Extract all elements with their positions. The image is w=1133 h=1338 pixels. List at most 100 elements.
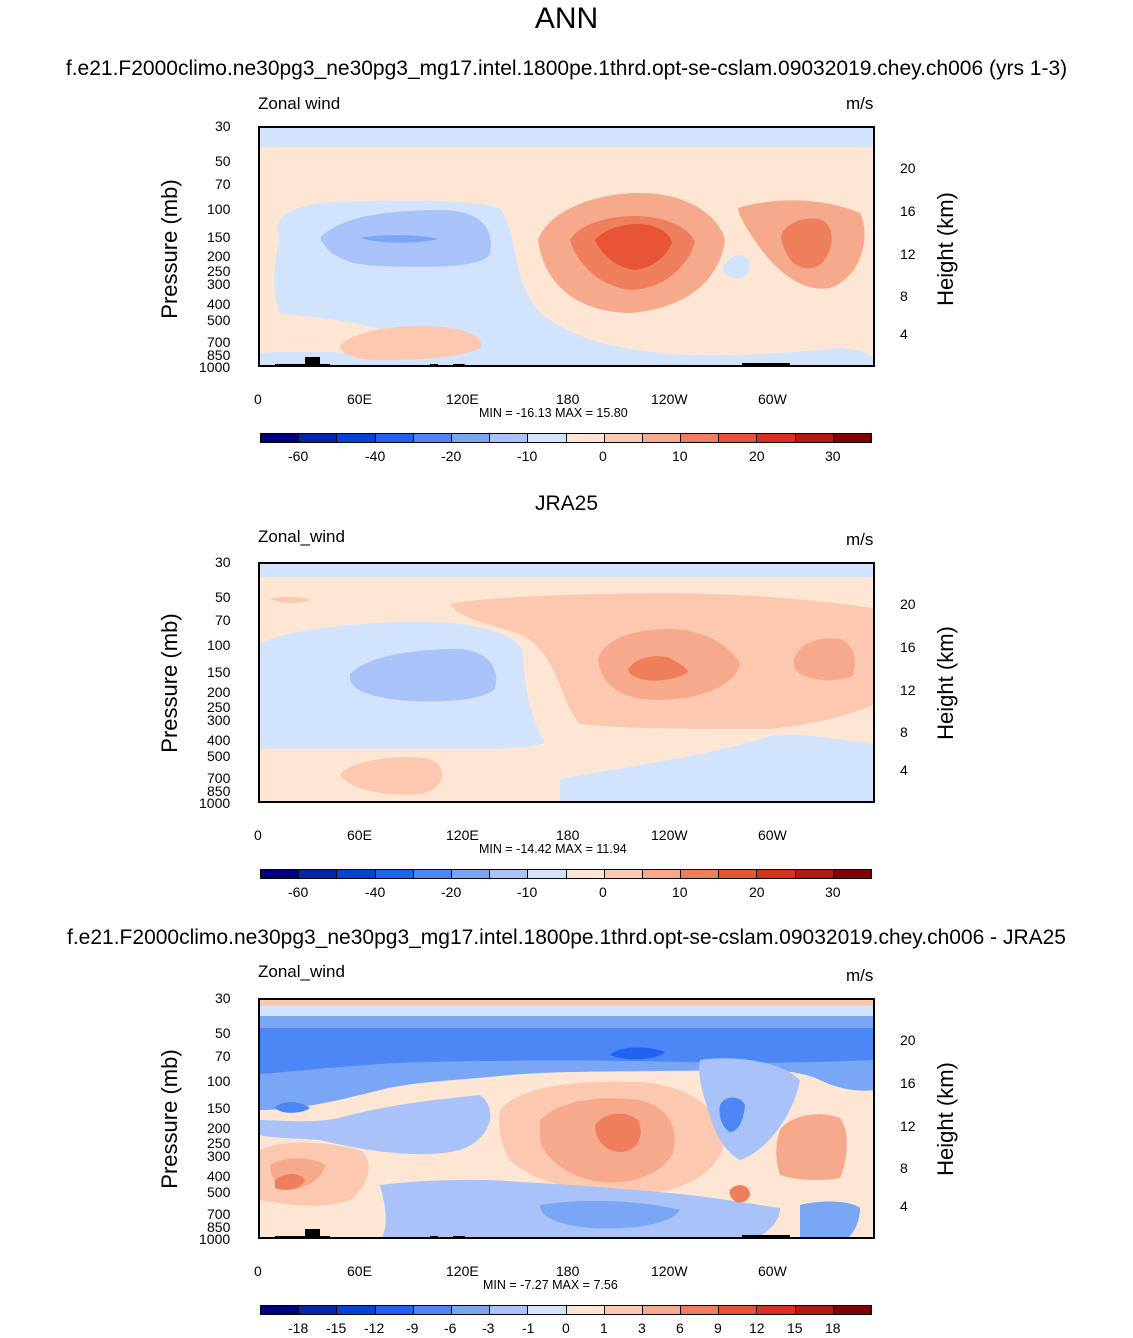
colorbar-swatch	[642, 870, 682, 878]
left-westerly-blob	[270, 596, 310, 603]
x-tick: 120E	[446, 827, 479, 843]
y-tick: 700	[207, 770, 231, 786]
y-tick: 500	[207, 748, 231, 764]
x-tick: 0	[254, 391, 262, 407]
colorbar-swatch	[566, 870, 605, 878]
colorbar-swatch	[490, 870, 529, 878]
colorbar-swatch	[719, 1306, 758, 1314]
colorbar-swatch	[337, 870, 376, 878]
colorbar-label: 10	[672, 884, 688, 900]
colorbar	[260, 433, 872, 443]
y-tick: 400	[207, 1168, 231, 1184]
figure-title: ANN	[534, 2, 599, 35]
colorbar-swatch	[681, 434, 720, 442]
colorbar-label: -20	[441, 884, 462, 900]
y-tick: 100	[207, 201, 231, 217]
contour-plot	[258, 998, 875, 1239]
height-tick: 20	[900, 1032, 916, 1048]
colorbar-swatch	[681, 1306, 720, 1314]
x-tick: 120E	[446, 1263, 479, 1279]
y2-axis-label: Height (km)	[933, 626, 958, 740]
y-tick: 30	[215, 990, 231, 1006]
colorbar-swatch	[451, 870, 491, 878]
y-tick: 30	[215, 118, 231, 134]
colorbar-swatch	[833, 1306, 871, 1314]
y2-axis-label: Height (km)	[933, 1062, 958, 1176]
height-tick: 16	[900, 203, 916, 219]
y-tick: 100	[207, 1073, 231, 1089]
lowlevel-westerly	[340, 325, 481, 360]
colorbar-label: 6	[676, 1320, 684, 1336]
x-tick: 0	[254, 1263, 262, 1279]
pacific-jet-core	[595, 224, 672, 270]
height-tick: 4	[900, 1198, 908, 1214]
x-tick: 120E	[446, 391, 479, 407]
height-tick: 16	[900, 1075, 916, 1091]
colorbar-label: 20	[749, 884, 765, 900]
x-tick: 60W	[758, 391, 787, 407]
x-tick: 180	[556, 1263, 580, 1279]
y-tick: 50	[215, 1025, 231, 1041]
height-tick: 20	[900, 596, 916, 612]
height-tick: 20	[900, 160, 916, 176]
x-tick: 120W	[651, 391, 688, 407]
y-tick: 200	[207, 684, 231, 700]
colorbar-swatch	[375, 1306, 414, 1314]
y-tick: 400	[207, 732, 231, 748]
contour-plot	[258, 126, 875, 367]
colorbar-swatch	[833, 870, 871, 878]
colorbar-label: 9	[714, 1320, 722, 1336]
min-max-stats: MIN = -16.13 MAX = 15.80	[479, 406, 628, 420]
variable-label: Zonal_wind	[258, 962, 345, 981]
atlantic-dip	[722, 255, 750, 279]
y-tick: 850	[207, 783, 231, 799]
y-tick: 250	[207, 263, 231, 279]
atlantic-jet-core	[781, 218, 832, 269]
strat-band-light	[260, 1006, 873, 1016]
atl-low-neg	[800, 1201, 860, 1237]
y-tick: 100	[207, 637, 231, 653]
low-neg-deep	[540, 1200, 680, 1229]
y-axis-label: Pressure (mb)	[157, 613, 182, 753]
strat-core	[610, 1047, 665, 1060]
colorbar-swatch	[490, 434, 529, 442]
units-label: m/s	[846, 966, 874, 985]
atlantic-jet	[793, 638, 855, 681]
colorbar-swatch	[413, 434, 452, 442]
colorbar-label: 20	[749, 448, 765, 464]
y-tick: 150	[207, 229, 231, 245]
y-tick: 200	[207, 248, 231, 264]
colorbar-swatch	[299, 434, 338, 442]
height-tick: 8	[900, 724, 908, 740]
strat-easterly	[260, 564, 873, 577]
y-tick: 850	[207, 347, 231, 363]
colorbar-label: -40	[365, 448, 386, 464]
colorbar-label: -3	[482, 1320, 495, 1336]
y-tick: 500	[207, 1184, 231, 1200]
colorbar-swatch	[566, 1306, 605, 1314]
colorbar-label: -15	[326, 1320, 347, 1336]
x-tick: 120W	[651, 827, 688, 843]
height-tick: 4	[900, 326, 908, 342]
colorbar-swatch	[642, 1306, 682, 1314]
colorbar-swatch	[261, 1306, 300, 1314]
pacific-jet-core	[628, 656, 688, 681]
y-tick: 1000	[199, 1231, 231, 1247]
panel-title: f.e21.F2000climo.ne30pg3_ne30pg3_mg17.in…	[67, 926, 1066, 949]
colorbar	[260, 1305, 872, 1315]
epac-neg-outer	[699, 1058, 800, 1160]
units-label: m/s	[846, 94, 874, 113]
easterly-core	[349, 649, 497, 702]
variable-label: Zonal_wind	[258, 527, 345, 546]
units-label: m/s	[846, 530, 874, 549]
topography	[275, 1229, 790, 1237]
colorbar-swatch	[261, 870, 300, 878]
colorbar-label: -40	[365, 884, 386, 900]
colorbar-swatch	[528, 434, 567, 442]
colorbar-label: -60	[288, 884, 309, 900]
colorbar-swatch	[375, 434, 414, 442]
colorbar-swatch	[757, 1306, 796, 1314]
y-tick: 1000	[199, 795, 231, 811]
colorbar-swatch	[528, 870, 567, 878]
colorbar-swatch	[795, 870, 834, 878]
